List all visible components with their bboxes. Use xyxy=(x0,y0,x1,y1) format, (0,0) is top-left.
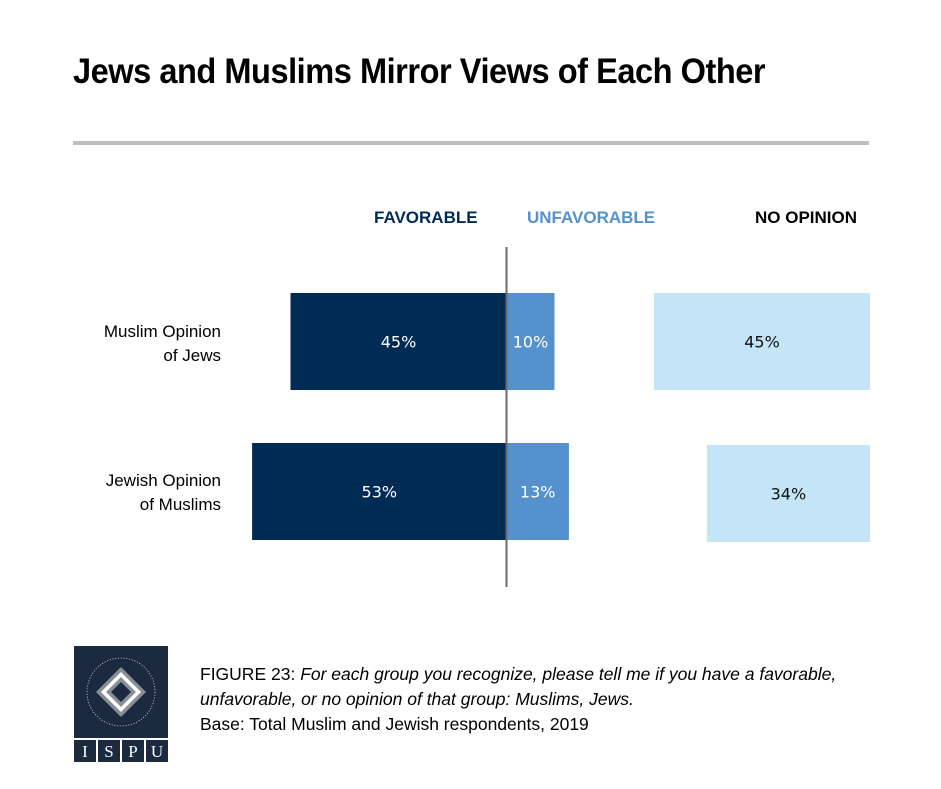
row-label-line: Jewish Opinion xyxy=(105,471,221,490)
data-label-favorable: 53% xyxy=(362,483,398,502)
data-label-no-opinion: 45% xyxy=(744,333,780,352)
title-divider xyxy=(73,141,869,145)
figure-caption: FIGURE 23: For each group you recognize,… xyxy=(200,664,837,734)
row-label-jewish-opinion: Jewish Opinion of Muslims xyxy=(71,469,221,517)
bar-no-opinion xyxy=(654,293,870,390)
row-label-line: of Muslims xyxy=(139,495,221,514)
figure-base: Base: Total Muslim and Jewish respondent… xyxy=(200,714,589,734)
data-label-favorable: 45% xyxy=(381,333,417,352)
data-label-no-opinion: 34% xyxy=(771,485,807,504)
row-label-line: Muslim Opinion xyxy=(103,322,221,341)
legend-no-opinion: NO OPINION xyxy=(755,208,858,227)
bar-unfavorable xyxy=(506,293,555,390)
legend-unfavorable: UNFAVORABLE xyxy=(527,208,656,227)
data-label-unfavorable: 13% xyxy=(520,483,556,502)
legend-favorable: FAVORABLE xyxy=(374,208,478,227)
bar-no-opinion xyxy=(706,445,870,542)
data-label-unfavorable: 10% xyxy=(513,333,549,352)
bar-favorable xyxy=(290,293,507,390)
chart-title: Jews and Muslims Mirror Views of Each Ot… xyxy=(73,52,766,91)
figure-label: FIGURE 23 xyxy=(200,664,291,684)
bar-favorable xyxy=(252,443,507,540)
row-label-line: of Jews xyxy=(163,346,221,365)
bar-unfavorable xyxy=(506,443,569,540)
figure-question: For each group you recognize, please tel… xyxy=(200,664,837,709)
row-label-muslim-opinion: Muslim Opinion of Jews xyxy=(71,320,221,368)
